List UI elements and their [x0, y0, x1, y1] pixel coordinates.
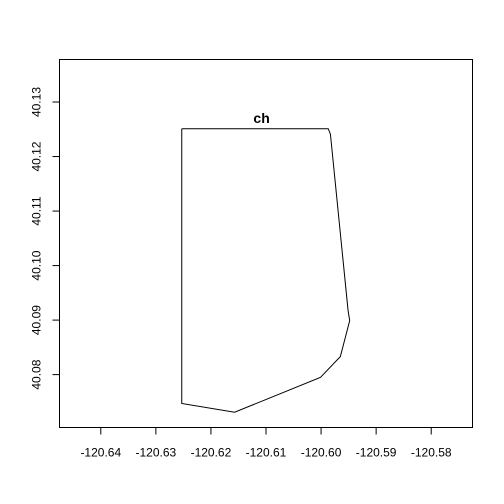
annotation-layer: ch: [253, 110, 269, 126]
y-tick-label: 40.11: [30, 196, 44, 225]
x-tick-label: -120.58: [411, 446, 452, 460]
y-tick-label: 40.13: [30, 87, 44, 117]
y-tick-label: 40.10: [30, 250, 44, 280]
polygon-label: ch: [253, 110, 269, 126]
x-tick-label: -120.64: [80, 446, 121, 460]
x-tick-label: -120.61: [246, 446, 287, 460]
y-tick-label: 40.09: [30, 305, 44, 335]
x-tick-label: -120.59: [356, 446, 397, 460]
polygon-outline: [181, 128, 351, 413]
x-tick-label: -120.62: [191, 446, 232, 460]
x-axis: -120.64 -120.63 -120.62 -120.61 -120.60 -120.…: [80, 427, 452, 460]
y-tick-label: 40.08: [30, 359, 44, 389]
x-tick-label: -120.63: [136, 446, 177, 460]
y-tick-label: 40.12: [30, 141, 44, 171]
x-tick-label: -120.60: [301, 446, 342, 460]
y-axis: 40.08 40.09 40.10 40.11 40.12 40.13: [30, 87, 60, 390]
